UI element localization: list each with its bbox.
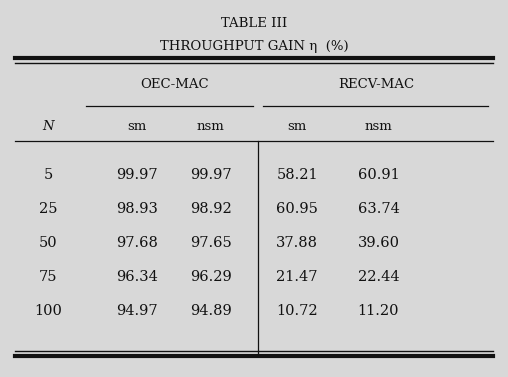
Text: 25: 25	[39, 202, 57, 216]
Text: 75: 75	[39, 270, 57, 284]
Text: sm: sm	[288, 120, 307, 133]
Text: 98.93: 98.93	[116, 202, 158, 216]
Text: 96.34: 96.34	[116, 270, 158, 284]
Text: nsm: nsm	[365, 120, 392, 133]
Text: 96.29: 96.29	[190, 270, 232, 284]
Text: 98.92: 98.92	[190, 202, 232, 216]
Text: RECV-MAC: RECV-MAC	[338, 78, 414, 91]
Text: 37.88: 37.88	[276, 236, 318, 250]
Text: 60.95: 60.95	[276, 202, 318, 216]
Text: 60.91: 60.91	[358, 168, 399, 182]
Text: 21.47: 21.47	[276, 270, 318, 284]
Text: 97.65: 97.65	[190, 236, 232, 250]
Text: 63.74: 63.74	[358, 202, 399, 216]
Text: 100: 100	[35, 304, 62, 318]
Text: nsm: nsm	[197, 120, 225, 133]
Text: 97.68: 97.68	[116, 236, 158, 250]
Text: THROUGHPUT GAIN η  (%): THROUGHPUT GAIN η (%)	[160, 40, 348, 52]
Text: 50: 50	[39, 236, 57, 250]
Text: 11.20: 11.20	[358, 304, 399, 318]
Text: 58.21: 58.21	[276, 168, 318, 182]
Text: 94.97: 94.97	[116, 304, 158, 318]
Text: 99.97: 99.97	[190, 168, 232, 182]
Text: 39.60: 39.60	[358, 236, 399, 250]
Text: 99.97: 99.97	[116, 168, 158, 182]
Text: TABLE III: TABLE III	[221, 17, 287, 30]
Text: N: N	[43, 120, 54, 133]
Text: OEC-MAC: OEC-MAC	[140, 78, 209, 91]
Text: sm: sm	[128, 120, 147, 133]
Text: 22.44: 22.44	[358, 270, 399, 284]
Text: 10.72: 10.72	[276, 304, 318, 318]
Text: 94.89: 94.89	[190, 304, 232, 318]
Text: 5: 5	[44, 168, 53, 182]
